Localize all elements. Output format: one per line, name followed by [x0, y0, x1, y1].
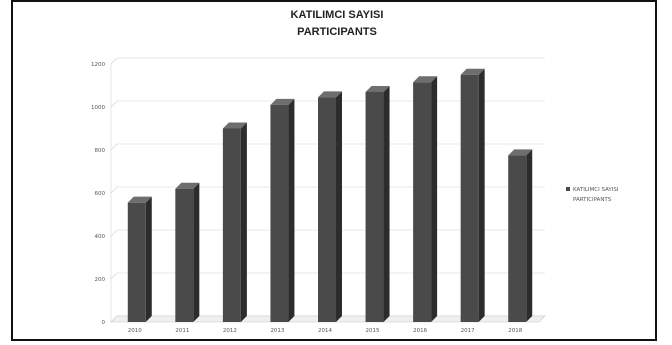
- bar-2014: [318, 91, 342, 322]
- bar-side: [240, 122, 247, 322]
- bar-side: [193, 182, 200, 322]
- y-tick-label: 800: [95, 148, 106, 154]
- x-tick-label: 2011: [175, 328, 189, 334]
- bar-front: [127, 202, 146, 322]
- bar-front: [175, 188, 194, 322]
- legend-label-line-1: KATILIMCI SAYISI: [573, 187, 619, 193]
- gridline-side: [110, 272, 118, 280]
- bar-top: [318, 91, 342, 98]
- y-axis-ticks: 0 200 400 600 800 1000 1200: [91, 62, 106, 326]
- gridline-side: [110, 143, 118, 151]
- y-tick-label: 1200: [91, 62, 105, 68]
- bar-top: [460, 68, 485, 75]
- bar-front: [222, 128, 241, 322]
- x-tick-label: 2018: [508, 328, 522, 334]
- bar-top: [365, 85, 390, 92]
- gridline-side: [110, 57, 118, 65]
- x-tick-label: 2010: [128, 328, 142, 334]
- x-tick-label: 2013: [270, 328, 284, 334]
- legend-swatch: [566, 187, 570, 191]
- bar-2012: [222, 122, 247, 322]
- bar-side: [145, 196, 152, 322]
- bar-front: [318, 97, 336, 322]
- chart-frame: KATILIMCI SAYISI PARTICIPANTS 0 200 400 600…: [11, 0, 657, 341]
- bar-front: [508, 155, 527, 322]
- x-tick-label: 2012: [223, 328, 237, 334]
- bar-top: [413, 76, 438, 83]
- bar-top: [127, 196, 152, 203]
- gridline-side: [110, 229, 118, 237]
- chart-title: KATILIMCI SAYISI PARTICIPANTS: [291, 9, 384, 38]
- bar-2010: [127, 196, 152, 322]
- bar-front: [365, 91, 384, 322]
- bar-2018: [508, 149, 533, 322]
- bar-top: [270, 98, 295, 105]
- bar-chart: KATILIMCI SAYISI PARTICIPANTS 0 200 400 600…: [91, 9, 619, 334]
- y-tick-label: 1000: [91, 105, 105, 111]
- bar-side: [478, 68, 485, 322]
- x-tick-label: 2017: [461, 328, 475, 334]
- y-tick-label: 400: [95, 234, 106, 240]
- chart-title-line-2: PARTICIPANTS: [297, 26, 377, 38]
- chart-title-line-1: KATILIMCI SAYISI: [291, 9, 384, 21]
- y-tick-label: 600: [95, 191, 106, 197]
- x-tick-label: 2015: [366, 328, 380, 334]
- x-tick-label: 2014: [318, 328, 332, 334]
- bar-side: [336, 91, 342, 322]
- y-tick-label: 200: [95, 277, 106, 283]
- bar-side: [526, 149, 533, 322]
- legend-label-line-2: PARTICIPANTS: [573, 197, 612, 203]
- x-axis-ticks: 2010 2011 2012 2013 2014 2015 2016 2017 2018: [128, 328, 523, 334]
- gridline-side: [110, 186, 118, 194]
- bar-front: [270, 104, 289, 322]
- x-tick-label: 2016: [413, 328, 427, 334]
- bar-top: [175, 182, 200, 189]
- bar-2015: [365, 85, 390, 322]
- bars: [127, 68, 533, 323]
- legend: KATILIMCI SAYISI PARTICIPANTS: [566, 187, 619, 203]
- bar-side: [288, 98, 295, 322]
- bar-side: [431, 76, 438, 323]
- bar-top: [508, 149, 533, 156]
- bar-2016: [413, 76, 438, 323]
- bar-front: [413, 82, 432, 323]
- bar-2017: [460, 68, 485, 322]
- gridline-side: [110, 100, 118, 108]
- y-tick-label: 0: [102, 320, 106, 326]
- bar-2011: [175, 182, 200, 322]
- bar-side: [383, 85, 390, 322]
- bar-top: [222, 122, 247, 129]
- bar-front: [460, 74, 479, 322]
- bar-2013: [270, 98, 295, 322]
